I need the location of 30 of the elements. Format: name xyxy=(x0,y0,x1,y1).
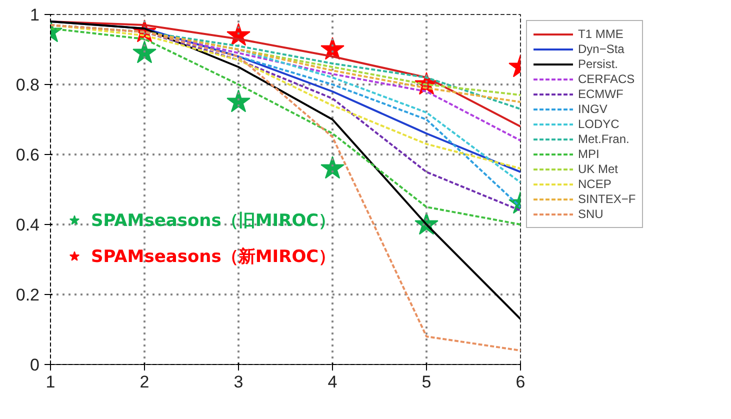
legend-label: UK Met xyxy=(578,162,618,176)
legend-label: SPAMseasons（旧MIROC） xyxy=(91,210,336,232)
point xyxy=(132,40,156,64)
legend-label: SPAMseasons（新MIROC） xyxy=(91,246,336,268)
y-tick-label: 0.2 xyxy=(16,286,40,304)
legend-label: NCEP xyxy=(578,177,612,191)
x-tick-label: 5 xyxy=(422,372,432,392)
legend-label: LODYC xyxy=(578,117,620,131)
y-tick-label: 1 xyxy=(30,6,40,24)
x-tick-label: 6 xyxy=(516,372,526,392)
point xyxy=(320,156,344,179)
legend-label: CERFACS xyxy=(578,72,635,86)
legend-label: Dyn−Sta xyxy=(578,42,624,56)
legend-label: MPI xyxy=(578,147,600,161)
x-tick-label: 3 xyxy=(234,372,244,392)
point xyxy=(226,90,250,112)
x-tick-label: 2 xyxy=(140,372,150,392)
legend-label: ECMWF xyxy=(578,87,624,101)
legend-label: INGV xyxy=(578,102,608,116)
y-tick-label: 0.6 xyxy=(16,146,40,164)
x-tick-label: 4 xyxy=(328,372,338,392)
legend-label: Persist. xyxy=(578,57,618,71)
legend-label: SNU xyxy=(578,207,604,221)
legend-label: Met.Fran. xyxy=(578,132,630,146)
x-tick-label: 1 xyxy=(46,372,56,392)
y-tick-label: 0.8 xyxy=(16,76,40,94)
legend-label: T1 MME xyxy=(578,27,624,41)
legend-label: SINTEX−F xyxy=(578,192,636,206)
y-tick-label: 0.4 xyxy=(16,216,40,234)
y-tick-label: 0 xyxy=(30,356,40,374)
